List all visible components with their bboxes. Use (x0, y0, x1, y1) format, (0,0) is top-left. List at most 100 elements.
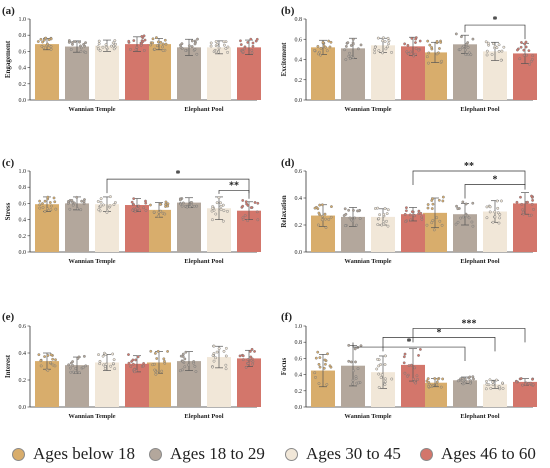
data-point (386, 208, 390, 212)
data-point (72, 201, 76, 205)
y-tick-label: 0.4 (295, 373, 303, 379)
data-point (163, 212, 167, 216)
data-point (241, 199, 245, 202)
data-point (314, 356, 318, 360)
data-point (133, 210, 137, 213)
data-point (344, 44, 348, 48)
data-point (219, 201, 222, 205)
data-point (464, 202, 468, 206)
data-point (356, 47, 360, 51)
data-point (226, 50, 229, 54)
y-axis-label: Excitement (280, 42, 288, 76)
data-point (344, 212, 348, 216)
data-point (79, 46, 83, 50)
data-point (386, 45, 390, 49)
data-point (359, 344, 363, 348)
data-point (491, 42, 495, 46)
data-point (132, 39, 136, 43)
data-point (501, 381, 504, 385)
chart-panel: (d) 0.0 0.2 0.4 0.6 Relaxation Wannian Temple E… (280, 157, 537, 265)
data-point (193, 364, 197, 368)
data-point (521, 210, 525, 214)
data-point (316, 223, 320, 227)
bar (453, 380, 477, 407)
data-point (413, 366, 417, 370)
x-category-label: Elephant Pool (184, 258, 223, 265)
data-point (159, 209, 163, 213)
data-point (49, 353, 53, 357)
data-point (101, 45, 105, 49)
data-point (238, 354, 242, 358)
data-point (44, 36, 48, 40)
data-point (319, 53, 322, 57)
data-point (491, 383, 495, 387)
data-point (351, 42, 355, 46)
data-point (324, 217, 327, 221)
bar (237, 47, 261, 100)
data-point (380, 223, 384, 227)
y-tick-label: 1.0 (19, 169, 27, 175)
x-category-label: Wannian Temple (344, 106, 391, 113)
data-point (323, 212, 327, 216)
data-point (382, 36, 385, 40)
data-point (74, 370, 78, 374)
x-category-label: Wannian Temple (68, 106, 115, 113)
data-point (217, 196, 221, 200)
data-point (141, 40, 145, 43)
data-point (430, 207, 434, 211)
data-point (491, 380, 495, 384)
data-point (155, 44, 159, 48)
data-point (320, 203, 324, 207)
data-point (184, 350, 188, 354)
data-point (217, 347, 221, 350)
data-point (383, 207, 387, 210)
data-point (499, 58, 503, 62)
data-point (498, 216, 502, 220)
data-point (320, 214, 324, 218)
data-point (347, 359, 351, 363)
data-point (485, 53, 489, 57)
data-point (255, 210, 259, 214)
bar (95, 45, 119, 100)
data-point (71, 370, 75, 374)
legend-swatch (149, 447, 162, 461)
data-point (162, 357, 166, 361)
data-point (519, 195, 522, 199)
data-point (414, 381, 418, 385)
data-point (314, 375, 317, 379)
data-point (110, 44, 113, 48)
data-point (402, 361, 406, 365)
data-point (420, 217, 424, 221)
data-point (386, 36, 390, 40)
data-point (532, 207, 535, 211)
data-point (528, 62, 531, 66)
data-point (521, 383, 524, 387)
data-point (426, 206, 430, 210)
data-point (458, 47, 462, 51)
data-point (495, 46, 499, 50)
panel-label: (b) (281, 5, 295, 17)
data-point (81, 366, 85, 370)
data-point (113, 39, 117, 43)
data-point (414, 46, 418, 50)
legend-label: Ages 30 to 45 (306, 444, 401, 463)
data-point (53, 200, 57, 204)
data-point (403, 42, 407, 46)
data-point (485, 379, 488, 383)
panel-label: (e) (2, 311, 15, 323)
legend-swatch (420, 447, 433, 461)
data-point (351, 208, 355, 212)
bar (147, 44, 171, 100)
data-point (71, 203, 75, 207)
data-point (43, 199, 47, 203)
data-point (256, 218, 260, 222)
chart-panel: (c) 0.0 0.2 0.4 0.6 0.8 1.0 Stress Wannian Templ… (2, 157, 261, 265)
data-point (134, 48, 138, 52)
data-point (38, 206, 42, 210)
data-point (523, 42, 527, 46)
data-point (52, 196, 56, 200)
data-point (166, 202, 170, 206)
data-point (79, 49, 83, 53)
data-point (158, 202, 162, 206)
data-point (193, 47, 197, 51)
